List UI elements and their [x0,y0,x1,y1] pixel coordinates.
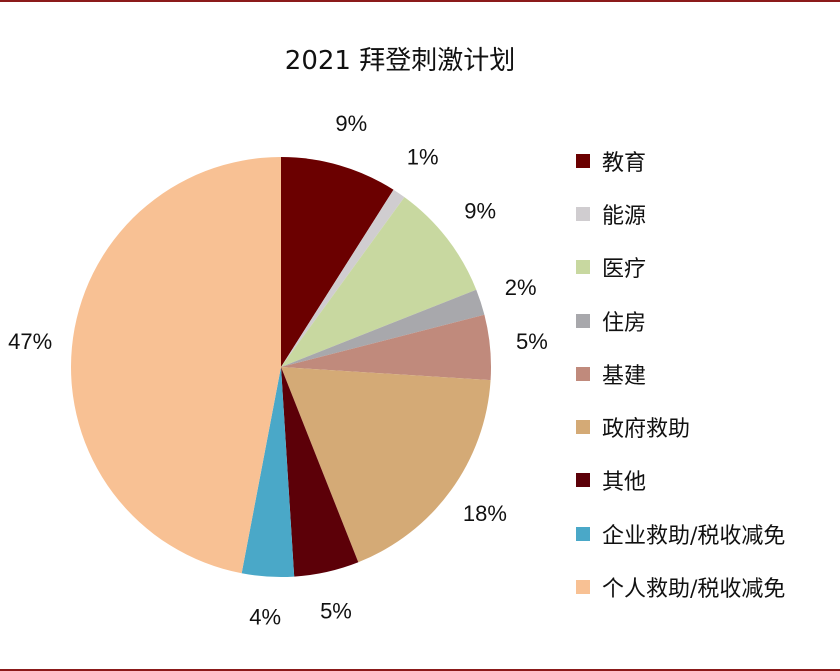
legend-label: 基建 [602,363,647,389]
pie-label-4: 2% [505,275,537,300]
pie-slice-3 [281,197,477,367]
legend-label: 政府救助 [602,417,691,443]
legend-swatch [576,260,590,275]
top-rule [0,0,840,2]
legend: 教育能源医疗住房基建政府救助其他企业救助/税收减免 个人救助/税收减免 [576,134,836,614]
legend-label: 其他 [602,470,647,496]
legend-label: 个人救助/税收减免 [602,577,786,603]
pie-slice-7 [281,367,359,577]
pie-slice-4 [281,289,485,367]
pie-slices [70,157,491,578]
pie-label-2: 1% [407,144,439,169]
bottom-rule [0,669,840,671]
legend-item: 住房 [576,294,836,347]
pie-slice-5 [281,314,491,381]
pie-label-1: 9% [335,111,367,136]
legend-swatch [576,473,590,488]
pie-slice-1 [281,157,394,367]
legend-swatch [576,420,590,435]
legend-swatch [576,313,590,328]
legend-item: 企业救助/税收减免 [576,507,836,560]
pie-label-7: 5% [320,599,352,624]
legend-label: 医疗 [602,257,647,283]
legend-item: 其他 [576,454,836,507]
pie-slice-6 [281,367,491,563]
pie-label-6: 18% [463,501,507,526]
pie-slice-8 [241,367,295,578]
legend-swatch [576,526,590,541]
pie-label-8: 4% [249,604,281,629]
pie-label-5: 5% [516,329,548,354]
pie-slice-2 [281,189,405,367]
pie-labels: 9% 1% 9% 2% 5% 18% 5% 4% 47% [8,111,548,629]
legend-swatch [576,153,590,168]
legend-item: 能源 [576,187,836,240]
legend-swatch [576,206,590,221]
legend-item: 个人救助/税收减免 [576,560,836,613]
legend-item: 教育 [576,134,836,187]
legend-item: 政府救助 [576,400,836,453]
legend-label: 企业救助/税收减免 [602,523,786,549]
legend-swatch [576,580,590,595]
legend-label: 能源 [602,203,647,229]
pie-label-9: 47% [8,329,52,354]
chart-title: 2021 拜登刺激计划 [284,46,516,76]
legend-item: 医疗 [576,241,836,294]
legend-item: 基建 [576,347,836,400]
pie-label-3: 9% [464,198,496,223]
pie-slice-9 [70,157,281,574]
legend-label: 教育 [602,150,647,176]
legend-label: 住房 [602,310,647,336]
legend-swatch [576,366,590,381]
